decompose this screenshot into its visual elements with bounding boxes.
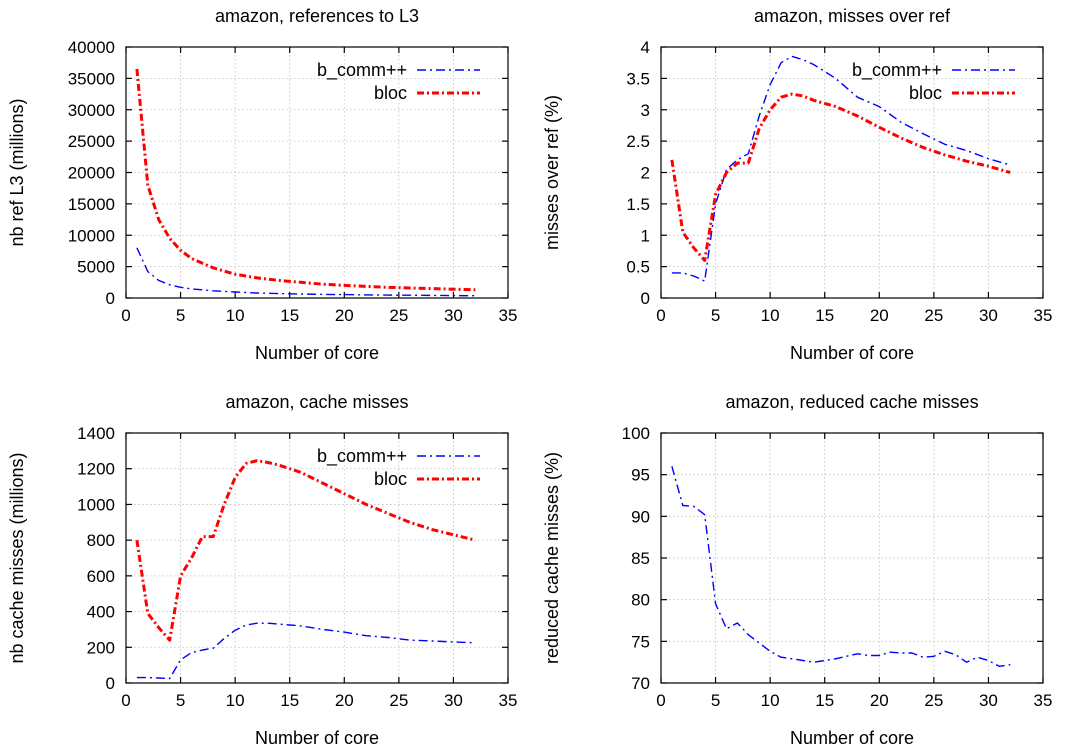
x-tick-label: 25 xyxy=(924,306,943,325)
y-tick-label: 3.5 xyxy=(626,69,650,88)
y-tick-label: 85 xyxy=(631,549,650,568)
x-axis-title: Number of core xyxy=(255,343,379,363)
b-comm-line xyxy=(136,247,476,297)
y-tick-label: 1000 xyxy=(77,495,115,514)
y-tick-label: 600 xyxy=(87,567,115,586)
y-tick-label: 1400 xyxy=(77,424,115,443)
y-axis-title: reduced cache misses (%) xyxy=(542,452,562,664)
x-tick-label: 25 xyxy=(389,691,408,710)
chart-title: amazon, references to L3 xyxy=(215,6,419,26)
x-tick-label: 5 xyxy=(711,306,720,325)
x-axis-title: Number of core xyxy=(790,728,914,748)
y-tick-label: 95 xyxy=(631,466,650,485)
x-tick-label: 30 xyxy=(979,691,998,710)
y-axis-title: nb ref L3 (millions) xyxy=(7,98,27,246)
chart-title: amazon, reduced cache misses xyxy=(725,392,978,412)
y-tick-label: 35000 xyxy=(68,69,115,88)
x-tick-label: 20 xyxy=(335,691,354,710)
y-tick-label: 200 xyxy=(87,638,115,657)
bloc-line xyxy=(135,459,476,642)
y-tick-label: 5000 xyxy=(77,258,115,277)
x-tick-label: 30 xyxy=(444,691,463,710)
x-tick-label: 30 xyxy=(979,306,998,325)
x-tick-label: 10 xyxy=(226,691,245,710)
x-tick-label: 20 xyxy=(870,306,889,325)
y-tick-label: 2 xyxy=(641,164,650,183)
x-tick-label: 10 xyxy=(761,306,780,325)
x-tick-label: 25 xyxy=(924,691,943,710)
y-tick-label: 1200 xyxy=(77,460,115,479)
y-tick-label: 30000 xyxy=(68,101,115,120)
y-tick-label: 40000 xyxy=(68,38,115,57)
y-tick-label: 0.5 xyxy=(626,258,650,277)
x-tick-label: 25 xyxy=(389,306,408,325)
y-tick-label: 2.5 xyxy=(626,132,650,151)
y-tick-label: 3 xyxy=(641,101,650,120)
x-tick-label: 0 xyxy=(656,306,665,325)
x-tick-label: 5 xyxy=(176,691,185,710)
legend-label: bloc xyxy=(909,83,942,103)
y-tick-label: 0 xyxy=(641,289,650,308)
x-tick-label: 15 xyxy=(280,691,299,710)
legend-label: bloc xyxy=(374,469,407,489)
y-tick-label: 1.5 xyxy=(626,195,650,214)
x-tick-label: 35 xyxy=(1034,306,1053,325)
x-tick-label: 15 xyxy=(815,691,834,710)
y-tick-label: 90 xyxy=(631,507,650,526)
legend-label: b_comm++ xyxy=(317,446,407,467)
y-tick-label: 100 xyxy=(622,424,650,443)
x-tick-label: 0 xyxy=(121,691,130,710)
x-tick-label: 10 xyxy=(226,306,245,325)
chart-panel-4: 0 5 10 15 20 25 30 35 70 75 80 85 90 95 100 amazon, red… xyxy=(542,392,1052,748)
x-tick-label: 10 xyxy=(761,691,780,710)
chart-panel-3: 0 5 10 15 20 25 30 35 0 200 400 600 800 1000 1200 1400 a… xyxy=(7,392,517,748)
chart-title: amazon, cache misses xyxy=(225,392,408,412)
y-tick-label: 800 xyxy=(87,531,115,550)
x-tick-label: 20 xyxy=(335,306,354,325)
x-axis-title: Number of core xyxy=(255,728,379,748)
x-tick-label: 15 xyxy=(815,306,834,325)
y-tick-label: 1 xyxy=(641,226,650,245)
y-tick-label: 0 xyxy=(106,289,115,308)
legend-label: bloc xyxy=(374,83,407,103)
y-tick-label: 75 xyxy=(631,632,650,651)
x-tick-label: 20 xyxy=(870,691,889,710)
y-tick-label: 80 xyxy=(631,591,650,610)
x-tick-label: 5 xyxy=(711,691,720,710)
b-comm-line xyxy=(136,622,476,680)
y-tick-label: 4 xyxy=(641,38,650,57)
x-tick-label: 35 xyxy=(499,691,518,710)
y-tick-label: 20000 xyxy=(68,164,115,183)
y-tick-label: 15000 xyxy=(68,195,115,214)
y-tick-label: 70 xyxy=(631,674,650,693)
x-tick-label: 15 xyxy=(280,306,299,325)
legend-label: b_comm++ xyxy=(317,60,407,81)
chart-title: amazon, misses over ref xyxy=(754,6,951,26)
x-tick-label: 30 xyxy=(444,306,463,325)
x-tick-label: 0 xyxy=(121,306,130,325)
bloc-line xyxy=(670,92,1011,262)
chart-panel-1: 0 5 10 15 20 25 30 35 0 5000 10000 15000 20000 25000 3… xyxy=(7,6,517,363)
b-comm-line xyxy=(671,55,1011,282)
x-tick-label: 35 xyxy=(499,306,518,325)
bloc-line xyxy=(135,68,476,292)
y-tick-label: 0 xyxy=(106,674,115,693)
y-axis-title: nb cache misses (millions) xyxy=(7,452,27,663)
y-tick-label: 25000 xyxy=(68,132,115,151)
x-tick-label: 5 xyxy=(176,306,185,325)
y-tick-label: 400 xyxy=(87,603,115,622)
x-tick-label: 0 xyxy=(656,691,665,710)
x-tick-label: 35 xyxy=(1034,691,1053,710)
y-axis-title: misses over ref (%) xyxy=(542,95,562,250)
x-axis-title: Number of core xyxy=(790,343,914,363)
chart-panel-2: 0 5 10 15 20 25 30 35 0 0.5 1 1.5 2 2.5 3 3.5 4 amazon, m… xyxy=(542,6,1052,363)
legend-label: b_comm++ xyxy=(852,60,942,81)
series-1-line xyxy=(671,466,1011,667)
plot-frame xyxy=(125,432,509,684)
y-tick-label: 10000 xyxy=(68,226,115,245)
